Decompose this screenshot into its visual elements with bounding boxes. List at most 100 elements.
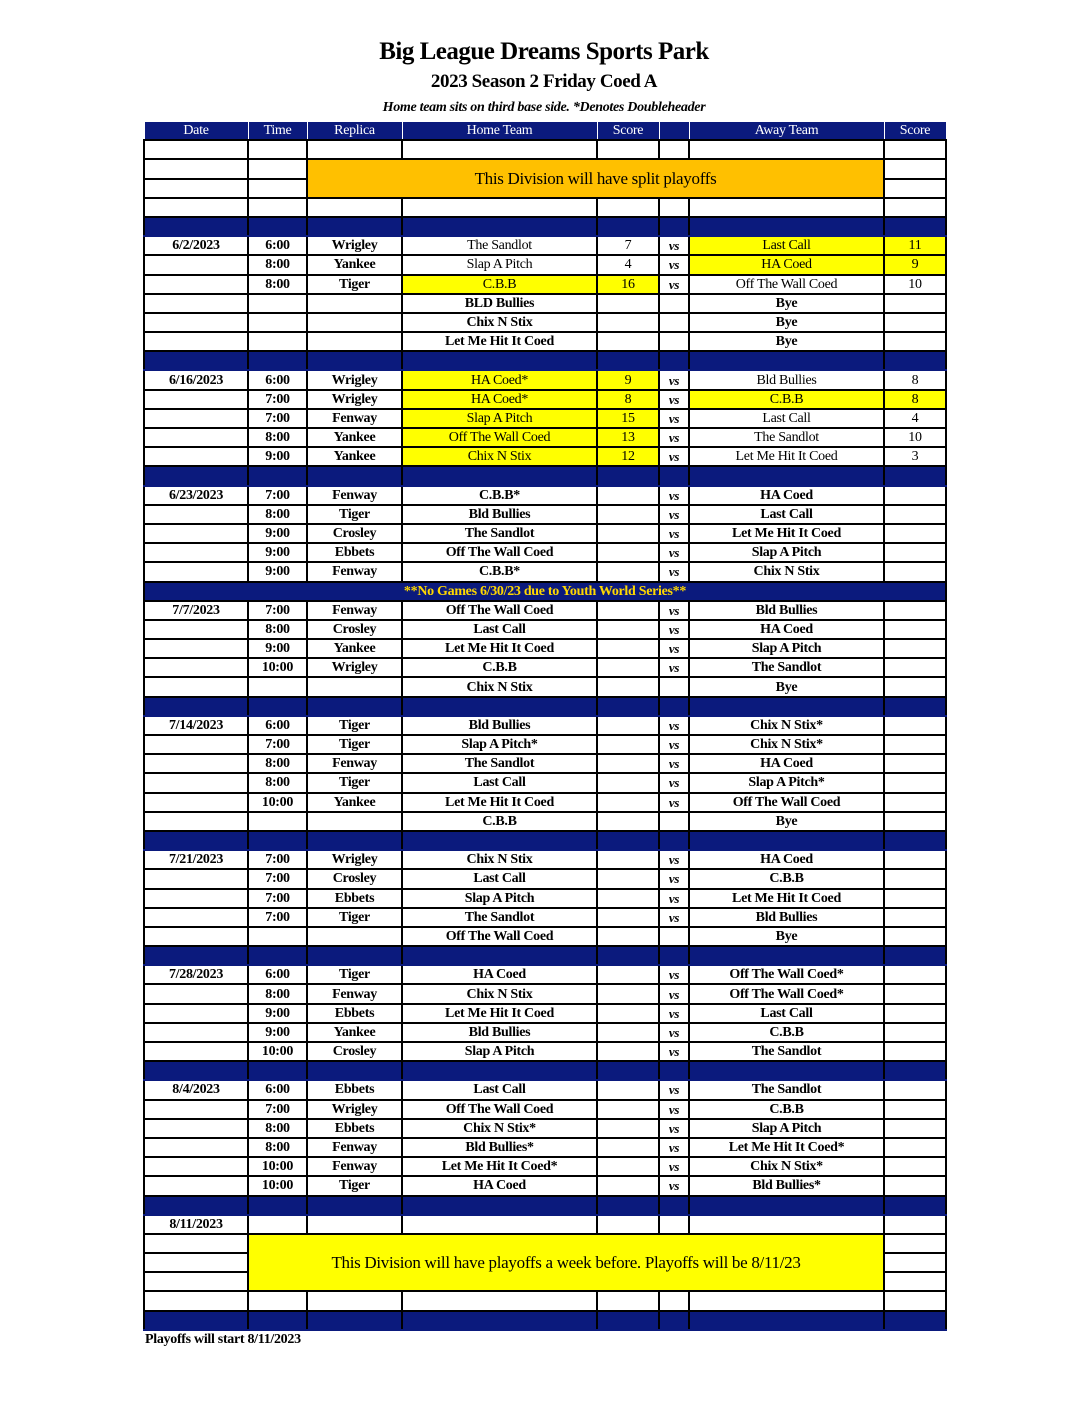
- separator-cell: [883, 1194, 947, 1216]
- separator-cell: [143, 215, 249, 238]
- separator-cell: [658, 465, 690, 487]
- field-name: Wrigley: [306, 369, 403, 391]
- away-team: Bld Bullies: [688, 599, 885, 621]
- separator-cell: [596, 829, 660, 852]
- footer-note: Playoffs will start 8/11/2023: [145, 1332, 301, 1347]
- blank-row: [143, 196, 947, 218]
- home-team: The Sandlot: [401, 522, 598, 545]
- away-score: [883, 1002, 947, 1024]
- separator-cell: [658, 829, 690, 852]
- field-name: Yankee: [306, 791, 403, 813]
- col-date: Date: [143, 122, 249, 142]
- empty-cell: [247, 1213, 308, 1235]
- field-name: Yankee: [306, 446, 403, 468]
- separator-cell: [143, 1194, 249, 1216]
- vs-label: [658, 676, 690, 698]
- home-team: C.B.B*: [401, 561, 598, 583]
- field-name: Yankee: [306, 638, 403, 660]
- home-team: The Sandlot: [401, 906, 598, 928]
- field-name: [306, 331, 403, 353]
- home-score: [596, 1021, 660, 1044]
- away-team: Bld Bullies: [688, 369, 885, 391]
- game-date: 8/4/2023: [143, 1079, 249, 1101]
- game-time: 7:00: [247, 484, 308, 506]
- game-time: 10:00: [247, 657, 308, 679]
- away-score: [883, 542, 947, 564]
- separator-cell: [596, 1194, 660, 1216]
- field-name: Tiger: [306, 714, 403, 737]
- game-row: 8:00 Tiger C.B.B 16 vs Off The Wall Coed 10: [143, 273, 947, 295]
- bye-row: C.B.B Bye: [143, 810, 947, 832]
- vs-label: vs: [658, 426, 690, 449]
- away-team: HA Coed: [688, 849, 885, 871]
- game-row: 7:00 Crosley Last Call vs C.B.B: [143, 868, 947, 890]
- game-date: [143, 1040, 249, 1063]
- field-name: Fenway: [306, 983, 403, 1005]
- field-name: Tiger: [306, 772, 403, 794]
- home-score: [596, 542, 660, 564]
- home-team: Off The Wall Coed: [401, 925, 598, 948]
- game-time: 6:00: [247, 235, 308, 257]
- game-time: 8:00: [247, 753, 308, 775]
- away-score: [883, 1156, 947, 1178]
- empty-cell: [883, 158, 947, 180]
- game-date: [143, 561, 249, 583]
- home-team: Bld Bullies*: [401, 1136, 598, 1159]
- separator-cell: [883, 1060, 947, 1082]
- game-date: [143, 887, 249, 909]
- vs-label: vs: [658, 868, 690, 890]
- away-team: C.B.B: [688, 1021, 885, 1044]
- home-score: [596, 503, 660, 525]
- game-time: 10:00: [247, 1040, 308, 1063]
- home-score: [596, 887, 660, 909]
- game-time: 10:00: [247, 791, 308, 813]
- empty-cell: [883, 1290, 947, 1312]
- game-date: [143, 638, 249, 660]
- separator-cell: [596, 1060, 660, 1082]
- home-score: 8: [596, 388, 660, 410]
- schedule-note: Home team sits on third base side. *Deno…: [382, 100, 706, 115]
- home-score: [596, 657, 660, 679]
- vs-label: vs: [658, 618, 690, 641]
- vs-label: vs: [658, 542, 690, 564]
- home-score: [596, 618, 660, 641]
- field-name: Fenway: [306, 1156, 403, 1178]
- home-score: [596, 925, 660, 948]
- game-row: 7/28/2023 6:00 Tiger HA Coed vs Off The Wall …: [143, 964, 947, 986]
- vs-label: vs: [658, 1156, 690, 1178]
- away-score: 8: [883, 369, 947, 391]
- away-score: [883, 1021, 947, 1044]
- separator-cell: [143, 829, 249, 852]
- field-name: Wrigley: [306, 388, 403, 410]
- game-row: 6/16/2023 6:00 Wrigley HA Coed* 9 vs Bld Bulli…: [143, 369, 947, 391]
- home-score: [596, 983, 660, 1005]
- home-team: Slap A Pitch: [401, 407, 598, 430]
- banner-row: [143, 1252, 947, 1274]
- empty-cell: [401, 196, 598, 218]
- separator-cell: [688, 1194, 885, 1216]
- game-time: 7:00: [247, 849, 308, 871]
- empty-cell: [143, 177, 249, 199]
- away-team: Let Me Hit It Coed: [688, 887, 885, 909]
- away-team: Bye: [688, 676, 885, 698]
- game-row: 8:00 Tiger Last Call vs Slap A Pitch*: [143, 772, 947, 794]
- banner-row: [143, 177, 947, 199]
- vs-label: vs: [658, 388, 690, 410]
- col-home-team: Home Team: [401, 122, 598, 142]
- game-date: [143, 331, 249, 353]
- away-score: [883, 1117, 947, 1139]
- vs-label: vs: [658, 254, 690, 276]
- separator-cell: [688, 215, 885, 238]
- away-score: [883, 676, 947, 698]
- away-team: Slap A Pitch: [688, 638, 885, 660]
- game-row: 7:00 Wrigley Off The Wall Coed vs C.B.B: [143, 1098, 947, 1120]
- field-name: Yankee: [306, 426, 403, 449]
- game-time: 9:00: [247, 1021, 308, 1044]
- away-team: Last Call: [688, 503, 885, 525]
- game-date: [143, 292, 249, 314]
- empty-cell: [883, 1252, 947, 1274]
- col-replica: Replica: [306, 122, 403, 142]
- away-score: [883, 1136, 947, 1159]
- game-time: 7:00: [247, 1098, 308, 1120]
- away-score: [883, 292, 947, 314]
